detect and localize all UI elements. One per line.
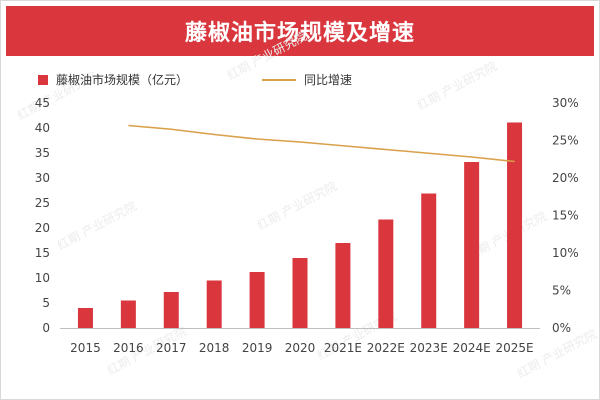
- y-right-tick-label: 15%: [552, 209, 579, 223]
- watermark-text: 红期 产业研究院: [254, 178, 339, 232]
- legend-label-line: 同比增速: [304, 73, 352, 87]
- chart-title: 藤椒油市场规模及增速: [6, 6, 594, 56]
- y-left-tick-label: 30: [35, 171, 50, 185]
- y-left-tick-label: 10: [35, 271, 50, 285]
- watermark-text: 红期 产业研究院: [54, 198, 139, 252]
- y-right-tick-label: 25%: [552, 134, 579, 148]
- bar-2025E: [507, 122, 523, 328]
- x-tick-label-2016: 2016: [113, 341, 144, 355]
- legend-label-bar: 藤椒油市场规模（亿元）: [56, 72, 188, 87]
- bar-2018: [206, 280, 222, 328]
- x-tick-label-2020: 2020: [285, 341, 316, 355]
- legend-swatch-bar: [38, 75, 48, 85]
- x-tick-label-2019: 2019: [242, 341, 273, 355]
- y-left-tick-label: 25: [35, 196, 50, 210]
- y-left-tick-label: 20: [35, 221, 50, 235]
- y-right-tick-label: 0%: [552, 321, 571, 335]
- y-right-tick-label: 5%: [552, 284, 571, 298]
- x-tick-label-2023E: 2023E: [410, 341, 448, 355]
- y-left-tick-label: 0: [42, 321, 50, 335]
- bar-2020: [292, 258, 308, 328]
- bar-2024E: [464, 162, 480, 328]
- bar-2015: [77, 308, 93, 328]
- y-right-tick-label: 30%: [552, 96, 579, 110]
- bar-2022E: [378, 219, 394, 328]
- watermark-text: 红期 产业研究院: [224, 28, 309, 82]
- x-tick-label-2017: 2017: [156, 341, 187, 355]
- x-tick-label-2022E: 2022E: [367, 341, 405, 355]
- x-tick-label-2024E: 2024E: [453, 341, 491, 355]
- y-left-tick-label: 15: [35, 246, 50, 260]
- bar-2016: [120, 300, 136, 328]
- y-left-tick-label: 45: [35, 96, 50, 110]
- bar-2023E: [421, 193, 437, 328]
- y-left-tick-label: 35: [35, 146, 50, 160]
- y-right-tick-label: 10%: [552, 246, 579, 260]
- y-left-tick-label: 40: [35, 121, 50, 135]
- bar-2019: [249, 272, 265, 328]
- bar-2017: [163, 292, 179, 328]
- growth-line: [128, 124, 515, 163]
- x-tick-label-2021E: 2021E: [324, 341, 362, 355]
- y-left-tick-label: 5: [42, 296, 50, 310]
- y-right-tick-label: 20%: [552, 171, 579, 185]
- watermark-text: 红期 产业研究院: [414, 58, 499, 112]
- x-tick-label-2015: 2015: [70, 341, 101, 355]
- bar-2021E: [335, 243, 351, 328]
- x-tick-label-2018: 2018: [199, 341, 230, 355]
- x-tick-label-2025E: 2025E: [495, 341, 533, 355]
